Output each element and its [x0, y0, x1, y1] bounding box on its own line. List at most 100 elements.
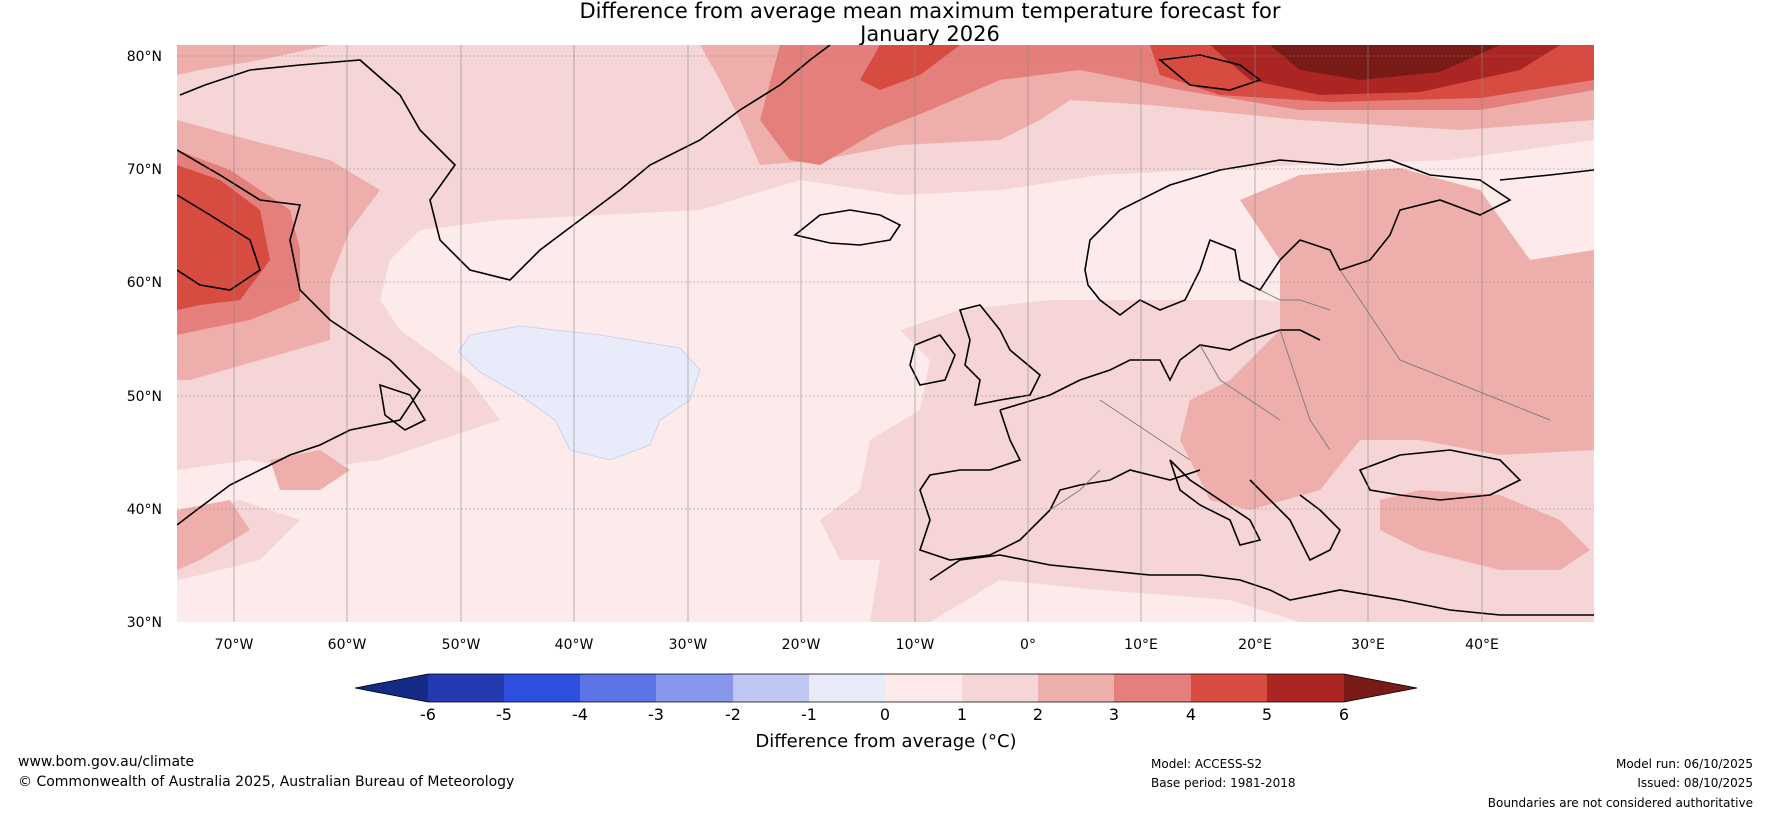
colorbar-swatch — [885, 674, 962, 702]
lon-label: 40°W — [555, 637, 594, 653]
lon-label: 30°E — [1351, 637, 1385, 653]
border — [1099, 399, 1191, 461]
coastline-ireland — [909, 334, 956, 386]
border — [1259, 289, 1331, 311]
colorbar-tick: 4 — [1186, 705, 1196, 724]
colorbar — [354, 673, 1418, 703]
colorbar-tick: -5 — [496, 705, 512, 724]
lon-label: 20°W — [782, 637, 821, 653]
coastline-greenland-north — [179, 84, 206, 96]
lon-label: 0° — [1020, 637, 1036, 653]
colorbar-swatch — [504, 674, 580, 702]
longitude-labels: 70°W 60°W 50°W 40°W 30°W 20°W 10°W 0° 10… — [215, 637, 1499, 653]
lon-label: 20°E — [1238, 637, 1272, 653]
colorbar-swatch — [1191, 674, 1267, 702]
lat-label: 70°N — [127, 162, 162, 178]
colorbar-tick: -3 — [648, 705, 664, 724]
coastline-arctic-russia — [1499, 169, 1594, 181]
lat-label: 30°N — [127, 615, 162, 631]
colorbar-tick: -6 — [420, 705, 436, 724]
base-period-label: Base period: 1981-2018 — [1151, 776, 1296, 790]
anomaly-field-neg1-0 — [457, 325, 701, 461]
colorbar-label: Difference from average (°C) — [755, 731, 1016, 752]
colorbar-arrow-high — [1344, 674, 1417, 702]
lon-label: 10°W — [896, 637, 935, 653]
colorbar-ticks: -6 -5 -4 -3 -2 -1 0 1 2 3 4 5 6 — [420, 705, 1349, 724]
colorbar-swatch — [809, 674, 885, 702]
border — [1279, 329, 1331, 451]
colorbar-swatch — [1114, 674, 1191, 702]
colorbar-swatch — [733, 674, 809, 702]
colorbar-tick: 3 — [1109, 705, 1119, 724]
lon-label: 50°W — [442, 637, 481, 653]
colorbar-outline — [354, 673, 1418, 703]
coastline-biscay-iberia — [918, 409, 1201, 561]
anomaly-field-2-3 — [177, 45, 330, 75]
colorbar-swatch — [1038, 674, 1114, 702]
colorbar-swatch — [428, 674, 504, 702]
latitude-labels: 80°N 70°N 60°N 50°N 40°N 30°N — [127, 49, 162, 631]
anomaly-field-2-3 — [1380, 490, 1590, 570]
graticule — [177, 55, 1594, 510]
lat-label: 60°N — [127, 275, 162, 291]
map-title-line2: January 2026 — [860, 22, 1000, 46]
model-label: Model: ACCESS-S2 — [1151, 757, 1263, 771]
map-plot-area — [177, 45, 1594, 622]
issued-label: Issued: 08/10/2025 — [1637, 776, 1753, 790]
lon-label: 30°W — [669, 637, 708, 653]
national-borders — [1049, 269, 1551, 511]
colorbar-tick: -2 — [725, 705, 741, 724]
anomaly-field-1-2 — [177, 45, 1594, 470]
colorbar-tick: 0 — [880, 705, 890, 724]
colorbar-swatch — [962, 674, 1038, 702]
lon-label: 40°E — [1465, 637, 1499, 653]
coastline-iceland — [793, 209, 902, 246]
coastline-greenland — [204, 45, 831, 281]
coastline-svalbard — [1158, 54, 1262, 91]
lon-label: 10°E — [1124, 637, 1158, 653]
colorbar-arrow-low — [355, 674, 428, 702]
disclaimer-text: Boundaries are not considered authoritat… — [1487, 796, 1753, 810]
website-link[interactable]: www.bom.gov.au/climate — [18, 754, 195, 770]
meridians — [233, 45, 1483, 622]
colorbar-tick: -1 — [801, 705, 817, 724]
anomaly-field-2-3 — [1180, 168, 1594, 510]
colorbar-swatch — [580, 674, 656, 702]
lat-label: 80°N — [127, 49, 162, 65]
coastline-scandinavia — [1084, 159, 1512, 316]
colorbar-swatch — [1267, 674, 1344, 702]
lon-label: 70°W — [215, 637, 254, 653]
colorbar-tick: 6 — [1339, 705, 1349, 724]
coastline-balkans — [1249, 479, 1341, 562]
colorbar-tick: -4 — [572, 705, 588, 724]
coastline-newfoundland — [378, 383, 427, 431]
coastline-western-europe — [999, 329, 1321, 411]
anomaly-field-2-3 — [270, 450, 350, 490]
anomaly-field-6-plus — [1270, 45, 1500, 80]
colorbar-tick: 1 — [957, 705, 967, 724]
coastline-italy — [1169, 459, 1262, 546]
map-title-line1: Difference from average mean maximum tem… — [579, 0, 1281, 23]
anomaly-field-2-3 — [177, 500, 250, 570]
coastline-baffin — [177, 194, 261, 291]
lat-label: 50°N — [127, 389, 162, 405]
border — [1049, 469, 1101, 511]
coastline-black-sea — [1358, 449, 1522, 501]
coastline-great-britain — [958, 304, 1041, 407]
anomaly-field-4-5 — [177, 165, 270, 310]
coastline-canada — [177, 149, 422, 526]
lon-label: 60°W — [328, 637, 367, 653]
coastlines — [177, 45, 1594, 616]
model-run-label: Model run: 06/10/2025 — [1615, 757, 1753, 771]
lat-label: 40°N — [127, 502, 162, 518]
colorbar-swatch — [656, 674, 733, 702]
border — [1199, 344, 1281, 421]
copyright-text: © Commonwealth of Australia 2025, Austra… — [18, 774, 515, 790]
border — [1399, 359, 1551, 421]
coastline-north-africa — [929, 554, 1594, 616]
border — [1339, 269, 1401, 361]
colorbar-tick: 5 — [1262, 705, 1272, 724]
colorbar-tick: 2 — [1033, 705, 1043, 724]
map-title: Difference from average mean maximum tem… — [500, 0, 1360, 46]
